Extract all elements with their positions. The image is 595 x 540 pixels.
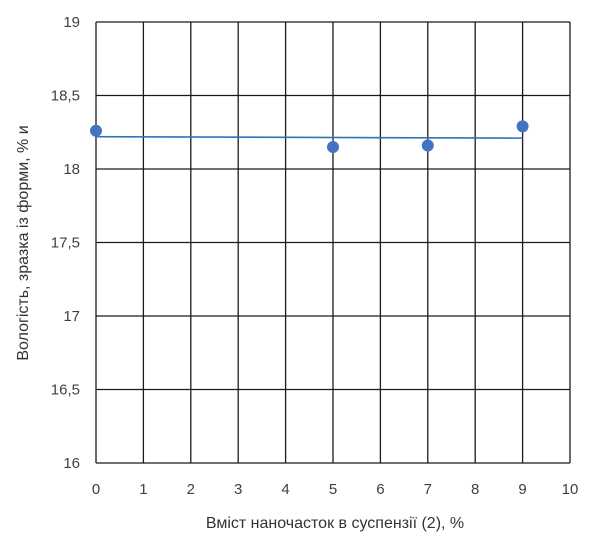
data-point: [421, 139, 434, 152]
x-tick-label: 8: [471, 481, 479, 498]
x-tick-label: 4: [281, 481, 289, 498]
data-point: [516, 120, 529, 133]
x-tick-label: 2: [187, 481, 195, 498]
y-tick-label: 17,5: [51, 235, 80, 252]
x-tick-label: 7: [424, 481, 432, 498]
y-tick-label: 17: [63, 308, 80, 325]
y-tick-label: 19: [63, 14, 80, 31]
points-layer: [90, 120, 529, 153]
grid: [95, 21, 571, 464]
y-tick-label: 16,5: [51, 382, 80, 399]
x-tick-label: 0: [92, 481, 100, 498]
trendline-layer: [95, 135, 523, 139]
x-tick-label: 10: [562, 481, 579, 498]
y-axis-title: Вологість, зразка із форми, % и: [15, 125, 32, 360]
y-tick-labels: 16 16,5 17 17,5 18 18,5 19: [51, 14, 80, 472]
x-tick-label: 3: [234, 481, 242, 498]
y-tick-label: 16: [63, 455, 80, 472]
y-tick-label: 18,5: [51, 88, 80, 105]
data-point: [327, 140, 339, 153]
x-tick-label: 1: [139, 481, 147, 498]
y-tick-label: 18: [63, 161, 80, 178]
x-tick-label: 5: [329, 481, 337, 498]
x-tick-label: 9: [518, 481, 526, 498]
x-tick-label: 6: [376, 481, 384, 498]
x-axis-title: Вміст наночасток в суспензії (2), %: [206, 515, 464, 532]
data-point: [90, 124, 102, 137]
trendline: [95, 135, 523, 139]
x-tick-labels: 0 1 2 3 4 5 6 7 8 9 10: [92, 481, 579, 498]
